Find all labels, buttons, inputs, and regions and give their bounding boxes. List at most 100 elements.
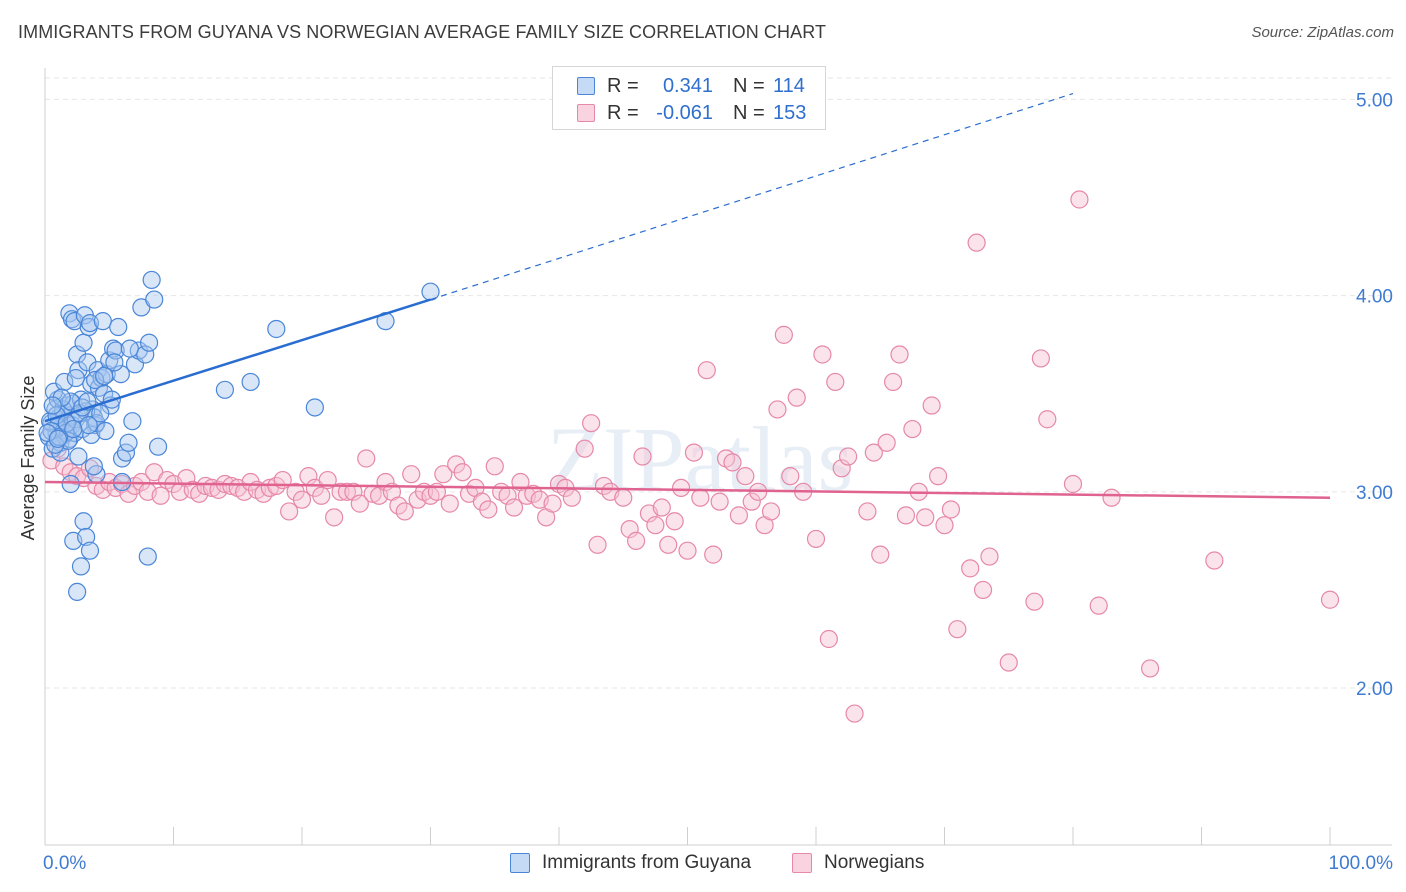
axes (44, 68, 1392, 846)
guyana-point (71, 557, 91, 576)
guyana-legend-swatch (510, 853, 530, 873)
norwegians-point (350, 494, 369, 513)
y-axis-label: Average Family Size (18, 376, 38, 541)
norwegians-point (620, 520, 639, 539)
norwegians-point (1140, 659, 1160, 678)
norwegians-point (357, 449, 376, 468)
norwegians-point (582, 414, 601, 433)
guyana-point (267, 319, 286, 339)
norwegians-point (151, 486, 170, 505)
norwegians-point (440, 494, 459, 513)
norwegians-point (485, 457, 504, 476)
guyana-point (43, 396, 62, 415)
norwegians-point (826, 372, 845, 392)
n-label: N = (733, 101, 765, 124)
guyana-points (38, 270, 440, 601)
norwegians-point (916, 508, 935, 527)
guyana-trend-extension (430, 92, 1074, 301)
guyana-point (77, 527, 96, 547)
norwegians-point (768, 400, 787, 419)
norwegians-point (967, 233, 986, 252)
guyana-point (142, 270, 161, 290)
guyana-point (215, 380, 234, 399)
norwegians-point (999, 653, 1018, 672)
norwegians-point (575, 439, 594, 458)
norwegians-point (774, 325, 793, 344)
guyana-point (148, 437, 168, 456)
norwegians-point (292, 490, 312, 509)
guyana-point (93, 312, 112, 331)
norwegians-point (871, 545, 890, 564)
norwegians-point (761, 502, 781, 521)
norwegians-point (839, 447, 858, 466)
norwegians-point (177, 469, 196, 488)
guyana-point (119, 433, 138, 452)
norwegians-point (980, 547, 999, 566)
y-tick-label: 3.00 (1356, 483, 1393, 504)
guyana-point (48, 429, 67, 448)
norwegians-point (896, 506, 916, 525)
norwegians-point (671, 478, 691, 498)
n-label: N = (733, 74, 765, 97)
norwegians-trend-line (44, 480, 1331, 499)
guyana-point (38, 423, 57, 443)
norwegians-point (1102, 488, 1121, 507)
norwegians-point (344, 482, 363, 501)
trend-lines (44, 92, 1331, 499)
norwegians-point (1205, 551, 1224, 570)
norwegians-points (42, 190, 1340, 723)
r-value: 0.341 (662, 74, 713, 97)
norwegians-point (1089, 596, 1108, 615)
r-label: R = (607, 74, 639, 97)
guyana-point (305, 398, 324, 417)
norwegians-point (819, 629, 838, 649)
norwegians-point (652, 498, 671, 517)
norwegians-point (729, 506, 749, 525)
norwegians-point (935, 516, 954, 535)
norwegians-point (395, 502, 414, 521)
norwegians-point (781, 467, 800, 486)
norwegians-point (646, 516, 665, 535)
norwegians-point (890, 345, 909, 364)
norwegians-legend-swatch (792, 853, 812, 873)
tick-labels: 2.00 3.00 4.00 5.00 0.0% 100.0% (43, 90, 1393, 874)
guyana-point (79, 416, 98, 435)
norwegians-point (331, 482, 350, 501)
guyana-point (66, 368, 85, 388)
guyana-point (61, 474, 80, 494)
guyana-point (96, 421, 115, 441)
y-tick-label: 2.00 (1356, 679, 1393, 700)
norwegians-point (1320, 590, 1340, 609)
guyana-point (64, 419, 83, 439)
guyana-point (84, 457, 103, 476)
norwegians-point (948, 620, 967, 639)
legend-row-guyana: R = 0.341 N = 114 (577, 74, 805, 98)
norwegians-point (434, 465, 453, 484)
norwegians-point (543, 494, 562, 513)
guyana-point (109, 317, 128, 337)
guyana-point (86, 370, 105, 390)
norwegians-point (845, 704, 864, 723)
source-label: Source: ZipAtlas.com (1251, 24, 1394, 41)
norwegians-point (723, 453, 742, 472)
guyana-point (68, 582, 87, 601)
n-value: 114 (773, 74, 805, 97)
norwegians-point (883, 372, 903, 392)
guyana-swatch (577, 77, 595, 95)
norwegians-point (337, 482, 357, 501)
guyana-point (138, 547, 157, 566)
norwegians-swatch (577, 104, 595, 122)
guyana-point (241, 372, 260, 392)
legend-label-guyana: Immigrants from Guyana (542, 852, 752, 873)
norwegians-point (813, 345, 832, 364)
guyana-point (69, 447, 88, 466)
guyana-point (105, 353, 124, 372)
guyana-point (139, 333, 159, 352)
guyana-point (145, 290, 164, 309)
norwegians-point (922, 396, 941, 415)
norwegians-point (864, 443, 883, 462)
norwegians-point (633, 447, 652, 466)
norwegians-point (742, 492, 761, 511)
norwegians-point (280, 502, 299, 521)
